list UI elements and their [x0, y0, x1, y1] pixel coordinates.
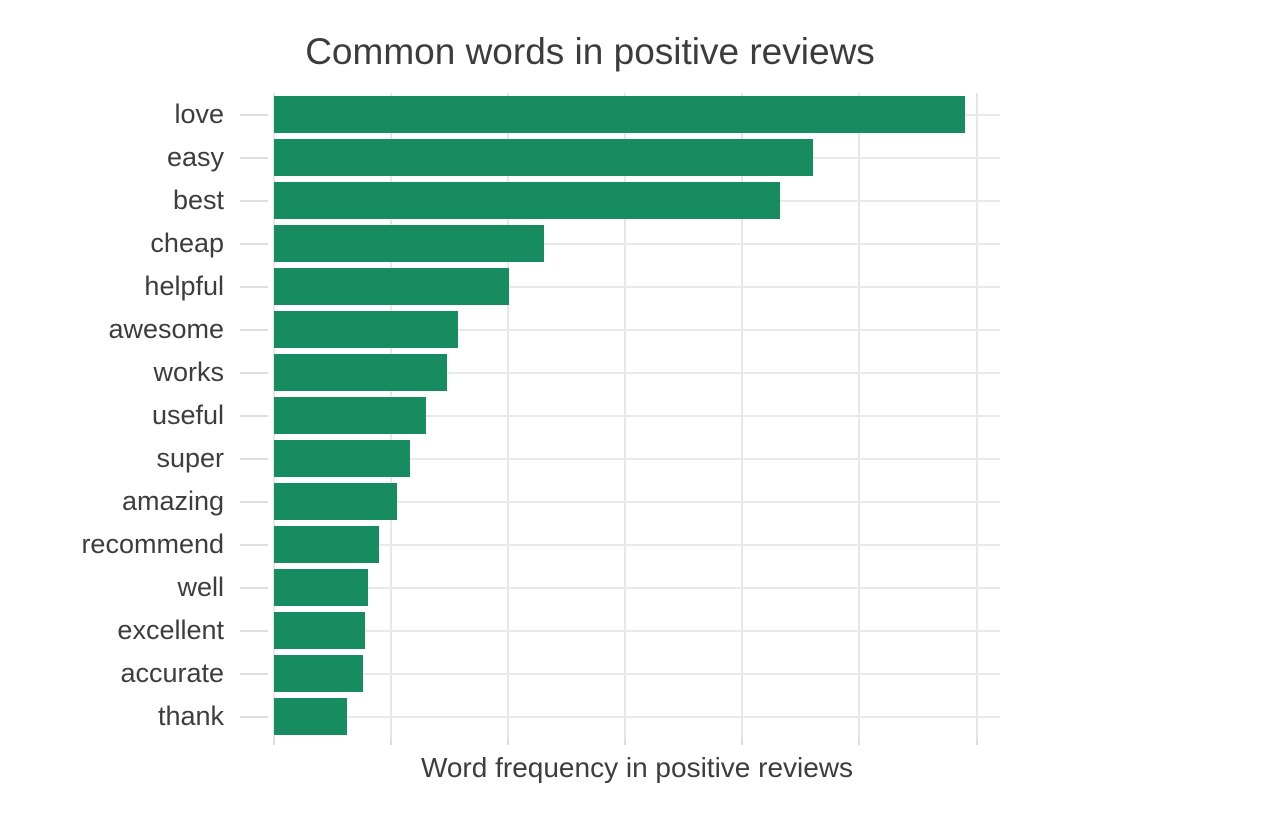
y-tick — [240, 156, 268, 159]
bar-amazing — [274, 483, 397, 520]
y-axis-label-thank: thank — [157, 701, 224, 731]
y-axis-label-super: super — [156, 443, 224, 473]
h-gridline — [274, 500, 1000, 503]
y-axis-label-works: works — [153, 357, 224, 387]
bar-recommend — [274, 526, 380, 563]
y-tick — [240, 371, 268, 374]
y-axis-labels: love easy best cheap helpful awesome works usef… — [0, 93, 224, 738]
y-tick — [240, 285, 268, 288]
h-gridline — [274, 328, 1000, 331]
y-tick — [240, 414, 268, 417]
y-axis-label-awesome: awesome — [108, 314, 224, 344]
y-tick — [240, 199, 268, 202]
y-axis-label-amazing: amazing — [121, 486, 224, 516]
y-tick — [240, 242, 268, 245]
x-tick — [273, 738, 275, 745]
y-tick — [240, 113, 268, 116]
h-gridline — [274, 629, 1000, 632]
bar-accurate — [274, 655, 363, 692]
chart-title: Common words in positive reviews — [305, 31, 875, 72]
bar-best — [274, 182, 780, 219]
y-axis-label-easy: easy — [166, 142, 224, 172]
x-tick — [507, 738, 510, 745]
y-tick — [240, 457, 268, 460]
h-gridline — [274, 285, 1000, 288]
bar-useful — [274, 397, 427, 434]
x-axis-label: Word frequency in positive reviews — [420, 752, 854, 783]
h-gridline — [274, 414, 1000, 417]
y-tick — [240, 500, 268, 503]
y-tick — [240, 672, 268, 675]
bar-helpful — [274, 268, 510, 305]
y-axis-label-well: well — [177, 572, 224, 602]
bar-thank — [274, 698, 347, 735]
bar-excellent — [274, 612, 366, 649]
y-tick — [240, 586, 268, 589]
h-gridline — [274, 457, 1000, 460]
h-gridline — [274, 242, 1000, 245]
h-gridline — [274, 543, 1000, 546]
x-tick — [624, 738, 627, 745]
bar-works — [274, 354, 448, 391]
y-axis-label-excellent: excellent — [117, 615, 224, 645]
bar-easy — [274, 139, 813, 176]
y-axis-label-useful: useful — [151, 400, 224, 430]
y-tick — [240, 328, 268, 331]
x-tick — [858, 738, 861, 745]
y-tick — [240, 543, 268, 546]
y-axis-label-best: best — [172, 185, 224, 215]
bar-love — [274, 96, 965, 133]
h-gridline — [274, 586, 1000, 589]
y-axis-label-cheap: cheap — [150, 228, 224, 258]
y-axis-label-helpful: helpful — [144, 271, 224, 301]
x-tick — [390, 738, 393, 745]
h-gridline — [274, 371, 1000, 374]
bar-cheap — [274, 225, 545, 262]
y-axis-label-accurate: accurate — [120, 658, 224, 688]
x-tick — [975, 738, 978, 745]
y-tick — [240, 715, 268, 718]
x-tick — [741, 738, 744, 745]
bar-super — [274, 440, 410, 477]
bar-awesome — [274, 311, 458, 348]
h-gridline — [274, 715, 1000, 718]
y-axis-label-recommend: recommend — [81, 529, 224, 559]
bar-well — [274, 569, 368, 606]
y-tick — [240, 629, 268, 632]
plot-area — [273, 93, 1000, 738]
y-axis-label-love: love — [174, 99, 224, 129]
h-gridline — [274, 672, 1000, 675]
